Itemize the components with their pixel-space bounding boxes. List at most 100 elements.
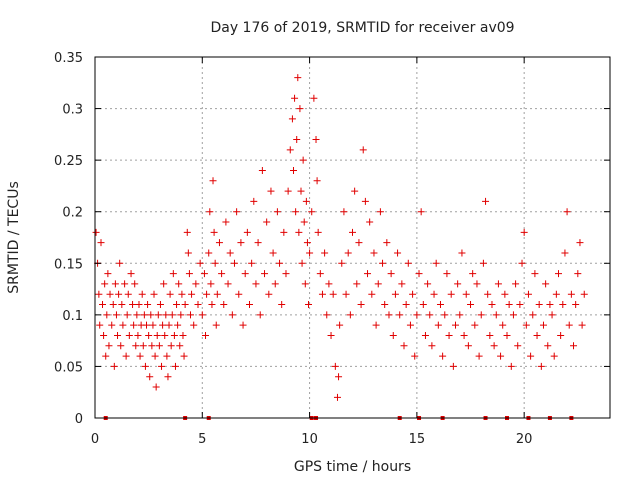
data-point (184, 249, 192, 257)
data-point (402, 301, 410, 309)
data-point (143, 321, 150, 329)
data-point (271, 280, 279, 288)
data-point (158, 362, 166, 370)
data-point (505, 301, 513, 309)
data-point (542, 280, 550, 288)
data-point (310, 94, 318, 102)
data-point (167, 342, 175, 350)
data-point (535, 301, 543, 309)
data-point (263, 218, 271, 226)
data-point (456, 311, 464, 319)
data-point (196, 259, 204, 267)
data-point (381, 301, 389, 309)
data-point (297, 187, 305, 195)
data-point (439, 352, 447, 360)
data-point (218, 270, 226, 278)
data-point (282, 270, 290, 278)
data-point (389, 331, 397, 339)
data-point (117, 342, 125, 350)
data-point (176, 342, 184, 350)
data-point (445, 331, 453, 339)
data-point (432, 259, 440, 267)
data-point (527, 352, 535, 360)
data-point (178, 290, 186, 298)
y-axis-title: SRMTID / TECUs (6, 181, 22, 294)
data-point (555, 270, 562, 278)
data-point (411, 352, 419, 360)
data-point (224, 280, 232, 288)
data-point (409, 290, 417, 298)
data-point (488, 301, 496, 309)
data-point (185, 270, 193, 278)
data-point (396, 311, 404, 319)
data-point (212, 321, 220, 329)
data-point (152, 383, 160, 391)
data-point (156, 301, 164, 309)
plot-frame (94, 56, 611, 419)
data-point (207, 280, 215, 288)
data-point (291, 94, 299, 102)
data-point (329, 290, 337, 298)
data-point (127, 270, 135, 278)
data-point (293, 136, 301, 144)
data-point (294, 74, 302, 82)
data-point (254, 239, 262, 247)
data-point (306, 249, 314, 257)
data-point (494, 280, 502, 288)
data-point (276, 259, 284, 267)
data-point (100, 331, 108, 339)
data-point (467, 301, 475, 309)
data-point (353, 280, 361, 288)
data-point (222, 218, 230, 226)
data-point (177, 311, 185, 319)
data-point (462, 290, 470, 298)
data-point (359, 146, 367, 154)
data-point (237, 239, 245, 247)
data-point (372, 321, 380, 329)
data-point (565, 321, 573, 329)
data-point (273, 208, 281, 216)
data-point (200, 270, 208, 278)
x-tick-label: 10 (301, 432, 318, 447)
data-point (203, 290, 211, 298)
data-point (250, 197, 258, 205)
data-point (213, 290, 221, 298)
data-point (164, 373, 172, 381)
data-point (567, 290, 575, 298)
data-point (110, 362, 118, 370)
data-point (103, 311, 111, 319)
data-point (241, 270, 249, 278)
axis-ticks (94, 56, 610, 419)
data-point (188, 290, 196, 298)
data-point (159, 321, 167, 329)
y-tick-label: 0.15 (54, 257, 83, 272)
data-point (477, 311, 485, 319)
data-point (211, 259, 219, 267)
data-point (316, 270, 324, 278)
data-point (479, 259, 487, 267)
data-point (95, 290, 103, 298)
data-point (97, 239, 105, 247)
data-point (133, 311, 141, 319)
data-point (286, 146, 294, 154)
data-point (140, 311, 148, 319)
data-point (503, 331, 511, 339)
data-point (302, 197, 310, 205)
data-point (464, 342, 472, 350)
data-point (529, 311, 537, 319)
data-point (327, 331, 335, 339)
data-point (149, 321, 157, 329)
data-point (208, 301, 216, 309)
data-point (563, 208, 571, 216)
data-point (166, 290, 174, 298)
data-point (258, 166, 266, 174)
data-point (557, 331, 565, 339)
data-point (109, 301, 117, 309)
data-point (115, 290, 123, 298)
y-tick-label: 0 (75, 412, 83, 427)
data-point (102, 352, 110, 360)
data-point (305, 301, 313, 309)
data-point (288, 115, 296, 123)
data-point (206, 208, 214, 216)
data-point (559, 301, 567, 309)
